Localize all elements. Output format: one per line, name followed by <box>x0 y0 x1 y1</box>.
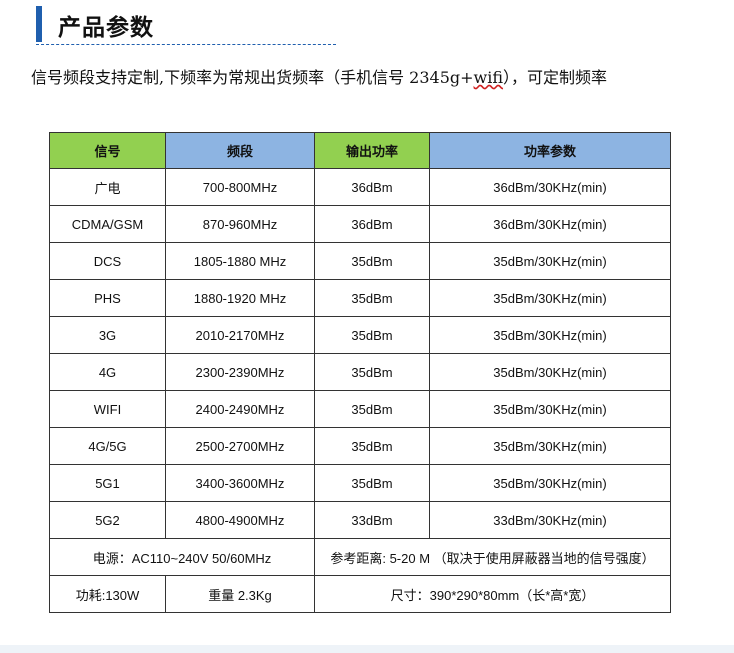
cell-signal: 4G/5G <box>49 427 166 465</box>
cell-band: 4800-4900MHz <box>165 501 315 539</box>
cell-band: 870-960MHz <box>165 205 315 243</box>
cell-power-param: 35dBm/30KHz(min) <box>429 242 671 280</box>
power-consumption-cell: 功耗:130W <box>49 575 166 613</box>
cell-signal: PHS <box>49 279 166 317</box>
table-row: PHS 1880-1920 MHz 35dBm 35dBm/30KHz(min) <box>49 279 671 317</box>
cell-band: 1805-1880 MHz <box>165 242 315 280</box>
heading-accent-bar <box>36 6 42 42</box>
reference-range-cell: 参考距离: 5-20 M （取决于使用屏蔽器当地的信号强度） <box>314 538 671 576</box>
power-supply-cell: 电源：AC110~240V 50/60MHz <box>49 538 315 576</box>
cell-output-power: 35dBm <box>314 353 430 391</box>
cell-output-power: 33dBm <box>314 501 430 539</box>
dimensions-cell: 尺寸：390*290*80mm（长*高*宽） <box>314 575 671 613</box>
cell-power-param: 35dBm/30KHz(min) <box>429 427 671 465</box>
cell-band: 2300-2390MHz <box>165 353 315 391</box>
intro-text-after: ），可定制频率 <box>503 68 608 87</box>
table-row: 5G1 3400-3600MHz 35dBm 35dBm/30KHz(min) <box>49 464 671 502</box>
cell-output-power: 35dBm <box>314 390 430 428</box>
cell-power-param: 36dBm/30KHz(min) <box>429 205 671 243</box>
cell-signal: DCS <box>49 242 166 280</box>
heading-dashed-underline <box>36 44 336 45</box>
intro-text-before: 信号频段支持定制,下频率为常规出货频率（手机信号 2345g+ <box>31 68 474 87</box>
column-header-band: 频段 <box>165 132 315 169</box>
section-heading: 产品参数 <box>36 6 336 45</box>
page-bottom-band <box>0 645 734 653</box>
table-row: 4G 2300-2390MHz 35dBm 35dBm/30KHz(min) <box>49 353 671 391</box>
table-row: WIFI 2400-2490MHz 35dBm 35dBm/30KHz(min) <box>49 390 671 428</box>
page-title: 产品参数 <box>58 15 154 41</box>
cell-output-power: 35dBm <box>314 279 430 317</box>
cell-output-power: 36dBm <box>314 205 430 243</box>
cell-band: 700-800MHz <box>165 168 315 206</box>
column-header-signal: 信号 <box>49 132 166 169</box>
cell-power-param: 33dBm/30KHz(min) <box>429 501 671 539</box>
cell-signal: 4G <box>49 353 166 391</box>
table-footer-row: 功耗:130W 重量 2.3Kg 尺寸：390*290*80mm（长*高*宽） <box>49 575 671 613</box>
cell-output-power: 35dBm <box>314 316 430 354</box>
cell-signal: 5G2 <box>49 501 166 539</box>
cell-band: 2400-2490MHz <box>165 390 315 428</box>
cell-output-power: 35dBm <box>314 242 430 280</box>
cell-output-power: 35dBm <box>314 464 430 502</box>
table-row: DCS 1805-1880 MHz 35dBm 35dBm/30KHz(min) <box>49 242 671 280</box>
cell-signal: CDMA/GSM <box>49 205 166 243</box>
cell-power-param: 35dBm/30KHz(min) <box>429 353 671 391</box>
cell-power-param: 35dBm/30KHz(min) <box>429 316 671 354</box>
table-header-row: 信号 频段 输出功率 功率参数 <box>49 132 671 169</box>
cell-band: 2500-2700MHz <box>165 427 315 465</box>
cell-power-param: 36dBm/30KHz(min) <box>429 168 671 206</box>
cell-power-param: 35dBm/30KHz(min) <box>429 390 671 428</box>
intro-paragraph: 信号频段支持定制,下频率为常规出货频率（手机信号 2345g+wifi），可定制… <box>31 64 731 88</box>
cell-signal: WIFI <box>49 390 166 428</box>
cell-power-param: 35dBm/30KHz(min) <box>429 464 671 502</box>
table-footer-row: 电源：AC110~240V 50/60MHz 参考距离: 5-20 M （取决于… <box>49 538 671 576</box>
table-row: CDMA/GSM 870-960MHz 36dBm 36dBm/30KHz(mi… <box>49 205 671 243</box>
weight-cell: 重量 2.3Kg <box>165 575 315 613</box>
cell-output-power: 35dBm <box>314 427 430 465</box>
intro-text-wifi: wifi <box>473 68 504 87</box>
table-row: 4G/5G 2500-2700MHz 35dBm 35dBm/30KHz(min… <box>49 427 671 465</box>
cell-output-power: 36dBm <box>314 168 430 206</box>
cell-signal: 5G1 <box>49 464 166 502</box>
cell-band: 1880-1920 MHz <box>165 279 315 317</box>
parameter-table: 信号 频段 输出功率 功率参数 广电 700-800MHz 36dBm 36dB… <box>49 132 671 613</box>
cell-band: 3400-3600MHz <box>165 464 315 502</box>
table-row: 广电 700-800MHz 36dBm 36dBm/30KHz(min) <box>49 168 671 206</box>
table-row: 3G 2010-2170MHz 35dBm 35dBm/30KHz(min) <box>49 316 671 354</box>
cell-signal: 3G <box>49 316 166 354</box>
column-header-power-param: 功率参数 <box>429 132 671 169</box>
cell-power-param: 35dBm/30KHz(min) <box>429 279 671 317</box>
column-header-output-power: 输出功率 <box>314 132 430 169</box>
table-row: 5G2 4800-4900MHz 33dBm 33dBm/30KHz(min) <box>49 501 671 539</box>
cell-band: 2010-2170MHz <box>165 316 315 354</box>
cell-signal: 广电 <box>49 168 166 206</box>
